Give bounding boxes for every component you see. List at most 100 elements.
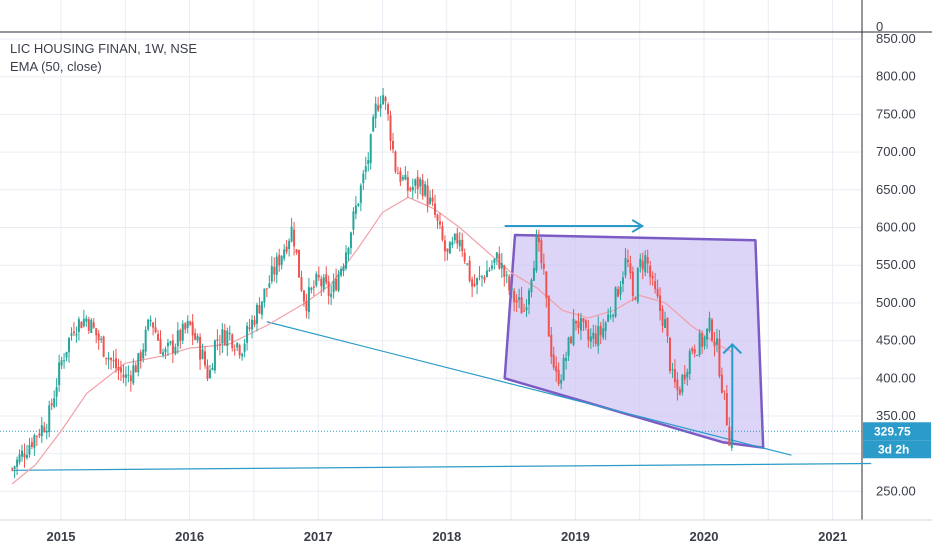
candle-body (661, 308, 664, 326)
candle-body (411, 186, 414, 191)
candle-body (18, 454, 21, 463)
candle-body (100, 338, 103, 340)
candle-body (624, 258, 627, 276)
candle-body (532, 268, 535, 281)
candle-body (579, 317, 582, 331)
candle-body (228, 332, 231, 334)
candle-body (426, 185, 429, 206)
price-tick-label: 600.00 (876, 220, 916, 235)
candle-body (169, 341, 172, 344)
candle-body (255, 304, 258, 324)
candle-body (535, 236, 538, 271)
countdown-value: 3d 2h (878, 442, 909, 456)
candle-body (342, 266, 345, 272)
candle-body (174, 346, 177, 354)
candle-body (38, 433, 41, 436)
candle-body (340, 269, 343, 276)
candle-body (443, 240, 446, 252)
candle-body (364, 166, 367, 173)
candle-body (693, 349, 696, 354)
candle-body (493, 259, 496, 263)
time-axis[interactable]: 2015 2016 2017 2018 2019 2020 2021 (47, 529, 848, 544)
candle-body (246, 325, 249, 343)
candle-body (45, 430, 48, 433)
candle-body (525, 307, 528, 311)
trendline-support (266, 321, 792, 456)
candle-body (584, 320, 587, 328)
candle-body (40, 425, 43, 437)
candle-body (92, 322, 95, 328)
candle-body (25, 455, 28, 458)
candle-body (325, 274, 328, 283)
candle-body (191, 322, 194, 336)
candle-body (688, 351, 691, 374)
candle-body (60, 360, 63, 366)
candle-body (16, 459, 19, 467)
symbol-title[interactable]: LIC HOUSING FINAN, 1W, NSE (10, 41, 198, 56)
top-axis-label: 0 (876, 19, 883, 34)
candle-body (129, 375, 132, 382)
candle-body (278, 254, 281, 266)
indicator-label[interactable]: EMA (50, close) (10, 59, 102, 74)
candle-body (500, 263, 503, 269)
candle-body (82, 318, 85, 327)
candle-body (265, 288, 268, 290)
price-tick-label: 500.00 (876, 295, 916, 310)
time-tick-label: 2018 (432, 529, 461, 544)
price-axis[interactable]: 250.00 350.00 400.00 450.00 500.00 550.00 600.… (876, 19, 916, 498)
candle-body (105, 357, 108, 359)
candle-body (327, 281, 330, 296)
time-tick-label: 2015 (47, 529, 76, 544)
candle-body (599, 325, 602, 336)
candle-body (557, 370, 560, 384)
candle-body (204, 351, 207, 366)
candle-body (560, 379, 563, 384)
candle-body (369, 134, 372, 163)
candle-body (285, 246, 288, 252)
candle-body (97, 333, 100, 341)
candle-body (166, 342, 169, 347)
candle-body (307, 287, 310, 313)
candle-body (421, 179, 424, 197)
candle-body (478, 275, 481, 277)
candles (11, 88, 733, 479)
candle-body (322, 277, 325, 290)
candle-body (372, 116, 375, 132)
candle-body (570, 336, 573, 344)
candle-body (528, 290, 531, 305)
candle-body (567, 337, 570, 357)
candle-body (65, 351, 68, 358)
candle-body (90, 319, 93, 334)
candle-body (159, 339, 162, 354)
candle-body (58, 362, 61, 386)
candle-body (698, 333, 701, 355)
candle-body (312, 286, 315, 288)
price-tick-label: 400.00 (876, 370, 916, 385)
candle-body (713, 341, 716, 347)
candle-body (715, 338, 718, 345)
candle-body (424, 184, 427, 196)
candle-body (238, 345, 241, 356)
candle-body (298, 249, 301, 278)
candle-body (723, 390, 726, 392)
candle-body (21, 450, 24, 457)
candle-body (399, 171, 402, 182)
candle-body (547, 296, 550, 337)
candle-body (139, 352, 142, 361)
price-tick-label: 650.00 (876, 182, 916, 197)
candle-body (70, 333, 73, 336)
candle-body (273, 266, 276, 275)
candle-body (233, 349, 236, 351)
candle-body (609, 315, 612, 317)
candle-body (488, 269, 491, 271)
candle-body (542, 263, 545, 269)
candle-body (124, 374, 127, 379)
candle-body (659, 295, 662, 311)
candle-body (171, 340, 174, 353)
arrow-up-head (722, 342, 742, 355)
candle-body (574, 320, 577, 324)
candle-body (293, 229, 296, 247)
candle-body (33, 435, 36, 448)
countdown-tag (863, 440, 931, 459)
